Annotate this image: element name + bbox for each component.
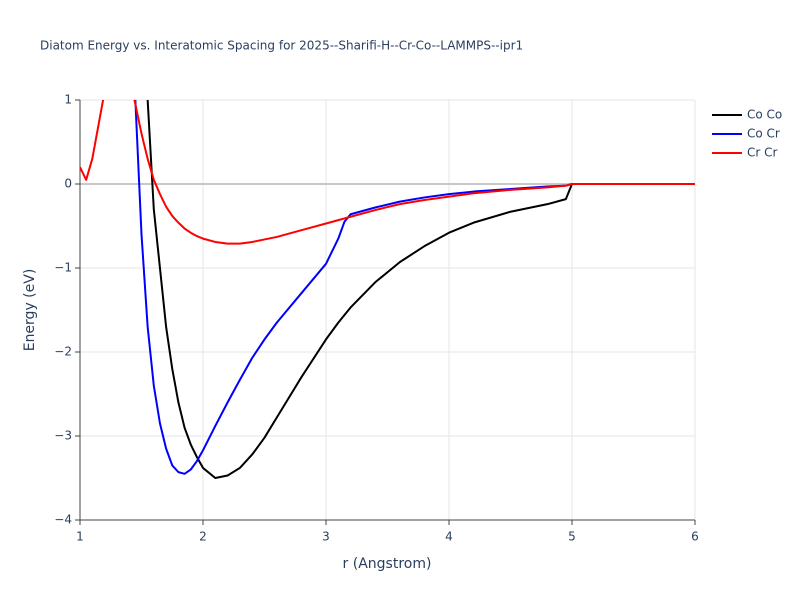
x-tick-label: 5: [568, 530, 576, 544]
legend-label: Cr Cr: [747, 146, 778, 160]
legend-label: Co Co: [747, 108, 782, 122]
x-tick-label: 2: [199, 530, 207, 544]
series-line: [134, 100, 695, 475]
legend-label: Co Cr: [747, 127, 780, 141]
series-line: [80, 100, 695, 245]
y-axis-label: Energy (eV): [22, 269, 38, 352]
y-tick-label: −1: [54, 261, 72, 275]
chart-title: Diatom Energy vs. Interatomic Spacing fo…: [40, 39, 523, 53]
x-tick-label: 4: [445, 530, 453, 544]
series-line: [146, 100, 695, 479]
y-tick-label: −2: [54, 345, 72, 359]
x-axis-label: r (Angstrom): [343, 556, 432, 572]
x-tick-label: 3: [322, 530, 330, 544]
y-tick-label: −3: [54, 429, 72, 443]
y-tick-label: 0: [64, 177, 72, 191]
legend: Co Co Co Cr Cr Cr: [712, 108, 782, 160]
x-tick-label: 6: [691, 530, 699, 544]
y-tick-label: −4: [54, 513, 72, 527]
y-tick-label: 1: [64, 93, 72, 107]
plot-area: [80, 100, 695, 479]
x-tick-label: 1: [76, 530, 84, 544]
